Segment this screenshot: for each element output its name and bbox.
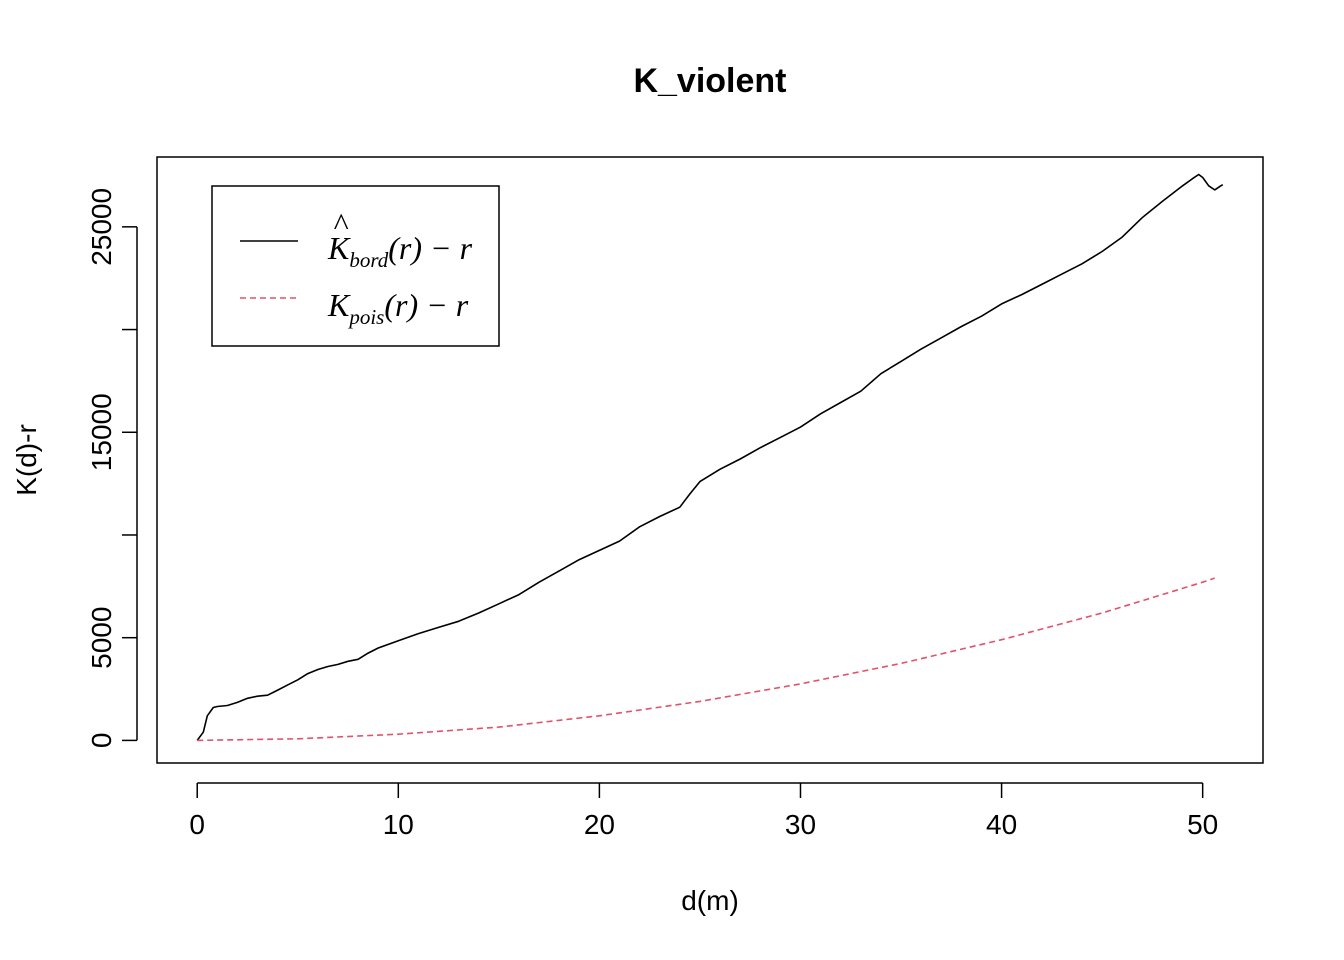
y-axis: 0 5000 15000 25000 (86, 188, 138, 749)
series-layer (196, 173, 1224, 742)
y-tick-label: 25000 (86, 188, 117, 266)
x-axis-label: d(m) (681, 885, 739, 916)
series-line-bord (196, 173, 1224, 741)
x-tick-label: 30 (785, 809, 816, 840)
legend-label: Kpois(r) − r (327, 287, 469, 329)
y-tick-label: 15000 (86, 393, 117, 471)
chart-title: K_violent (633, 62, 786, 100)
x-tick-label: 10 (383, 809, 414, 840)
y-axis-label: K(d)-r (11, 424, 42, 496)
legend-label: Kbord(r) − r (327, 230, 473, 272)
series-line-pois (197, 577, 1215, 742)
x-tick-label: 20 (584, 809, 615, 840)
x-tick-label: 50 (1187, 809, 1218, 840)
x-tick-label: 40 (986, 809, 1017, 840)
legend-hat: ^ (333, 206, 349, 242)
legend: Kbord(r) − r^ Kpois(r) − r (211, 185, 500, 347)
y-tick-label: 0 (86, 733, 117, 749)
x-axis: 0 10 20 30 40 50 (189, 782, 1218, 840)
plot-frame (156, 156, 1264, 764)
x-tick-label: 0 (189, 809, 205, 840)
y-tick-label: 5000 (86, 607, 117, 669)
legend-box (211, 185, 500, 347)
